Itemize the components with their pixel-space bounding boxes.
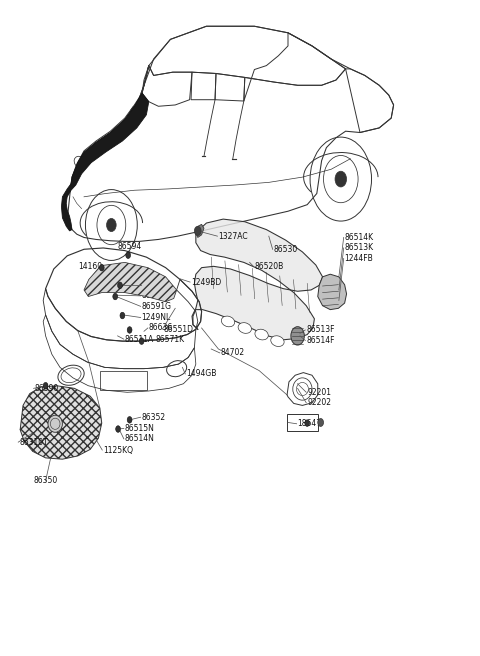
Text: 86571K: 86571K [156, 335, 185, 344]
Text: 1249NL: 1249NL [142, 313, 171, 322]
Text: 86594: 86594 [118, 241, 142, 251]
Text: 86513K: 86513K [345, 243, 374, 253]
Polygon shape [61, 93, 149, 231]
Text: 86590: 86590 [35, 384, 59, 393]
Polygon shape [20, 386, 102, 459]
Circle shape [126, 252, 131, 258]
Text: 1125KQ: 1125KQ [103, 445, 133, 455]
Text: 92202: 92202 [307, 398, 331, 407]
Polygon shape [192, 219, 323, 340]
Text: 86520B: 86520B [254, 262, 284, 271]
Circle shape [120, 312, 125, 319]
Text: 1244FB: 1244FB [345, 254, 373, 263]
Text: 1249BD: 1249BD [191, 277, 221, 287]
Ellipse shape [255, 329, 268, 340]
Text: 84702: 84702 [221, 348, 245, 358]
Text: 86511A: 86511A [125, 335, 154, 344]
Circle shape [194, 226, 201, 236]
Ellipse shape [271, 336, 284, 346]
Circle shape [139, 338, 144, 344]
Text: 18647: 18647 [298, 419, 322, 428]
Ellipse shape [238, 323, 252, 333]
Text: 86310T: 86310T [19, 438, 48, 447]
Circle shape [99, 264, 104, 271]
Text: 86513F: 86513F [306, 325, 335, 335]
Text: 1327AC: 1327AC [218, 232, 248, 241]
Text: 86636: 86636 [149, 323, 173, 333]
Circle shape [113, 293, 118, 300]
Text: 1494GB: 1494GB [186, 369, 216, 379]
Polygon shape [84, 262, 177, 302]
Text: 86551D: 86551D [163, 325, 193, 334]
Text: 14160: 14160 [78, 262, 102, 272]
Circle shape [107, 218, 116, 232]
Text: 86591G: 86591G [142, 302, 172, 311]
Ellipse shape [291, 327, 304, 345]
Text: 86350: 86350 [34, 476, 58, 485]
Text: 86514K: 86514K [345, 233, 374, 242]
Circle shape [127, 417, 132, 423]
Circle shape [305, 420, 310, 426]
Circle shape [127, 327, 132, 333]
Text: 86352: 86352 [142, 413, 166, 422]
Circle shape [118, 282, 122, 289]
Text: 92201: 92201 [307, 388, 331, 397]
Text: 1244BF: 1244BF [142, 280, 170, 289]
Text: 86592: 86592 [142, 291, 166, 300]
Ellipse shape [48, 415, 62, 432]
Text: 86530: 86530 [274, 245, 298, 254]
Ellipse shape [221, 316, 235, 327]
Text: 86514N: 86514N [125, 434, 155, 443]
Text: 86515N: 86515N [125, 424, 155, 433]
Text: 86514F: 86514F [306, 336, 335, 345]
Circle shape [43, 382, 48, 389]
Circle shape [116, 426, 120, 432]
Circle shape [335, 171, 347, 187]
Circle shape [318, 419, 324, 426]
Polygon shape [196, 224, 204, 237]
Polygon shape [318, 274, 347, 310]
